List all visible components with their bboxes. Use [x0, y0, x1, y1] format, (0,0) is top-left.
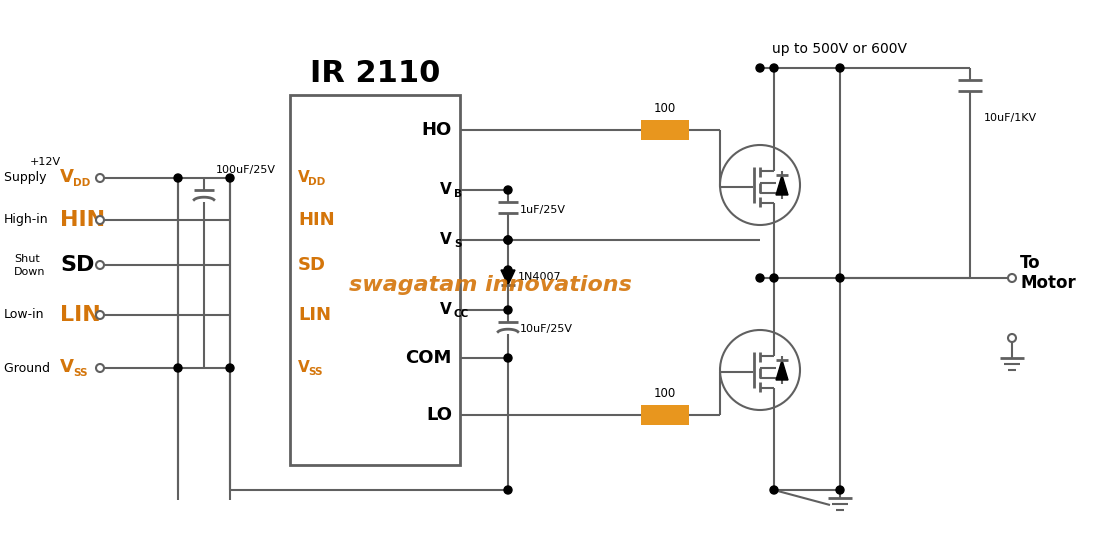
- Text: High-in: High-in: [4, 213, 49, 226]
- Text: 1N4007: 1N4007: [518, 272, 561, 282]
- Text: S: S: [455, 239, 461, 249]
- Text: Shut: Shut: [14, 254, 40, 264]
- Text: Ground: Ground: [4, 362, 53, 375]
- Text: V: V: [60, 168, 74, 186]
- Polygon shape: [776, 360, 788, 380]
- Text: IR 2110: IR 2110: [310, 59, 440, 88]
- Text: V: V: [299, 360, 310, 375]
- Circle shape: [174, 174, 182, 182]
- Circle shape: [836, 64, 844, 72]
- Circle shape: [836, 486, 844, 494]
- Text: V: V: [60, 358, 74, 376]
- Text: LO: LO: [426, 406, 452, 424]
- Text: V: V: [440, 302, 452, 317]
- Text: To: To: [1020, 254, 1040, 272]
- Text: HIN: HIN: [299, 211, 334, 229]
- Circle shape: [770, 64, 778, 72]
- Text: 10uF/1KV: 10uF/1KV: [984, 113, 1037, 123]
- Text: SD: SD: [299, 256, 326, 274]
- Text: Low-in: Low-in: [4, 309, 45, 322]
- Circle shape: [96, 216, 104, 224]
- Circle shape: [504, 186, 512, 194]
- Text: Down: Down: [14, 267, 46, 277]
- Circle shape: [1008, 274, 1016, 282]
- Text: COM: COM: [405, 349, 452, 367]
- Circle shape: [770, 486, 778, 494]
- Text: HIN: HIN: [60, 210, 105, 230]
- Circle shape: [96, 364, 104, 372]
- Text: Supply: Supply: [4, 172, 50, 184]
- Circle shape: [504, 306, 512, 314]
- Text: SD: SD: [60, 255, 95, 275]
- Circle shape: [96, 174, 104, 182]
- Text: +12V: +12V: [30, 157, 61, 167]
- Text: SS: SS: [307, 367, 322, 377]
- Bar: [290, 95, 460, 465]
- Text: B: B: [455, 189, 462, 199]
- Circle shape: [504, 236, 512, 244]
- Text: LIN: LIN: [299, 306, 331, 324]
- Circle shape: [1008, 334, 1016, 342]
- Text: 100uF/25V: 100uF/25V: [216, 165, 276, 175]
- Circle shape: [836, 274, 844, 282]
- Circle shape: [96, 311, 104, 319]
- Circle shape: [720, 330, 800, 410]
- Circle shape: [226, 364, 234, 372]
- Circle shape: [504, 354, 512, 362]
- Polygon shape: [776, 175, 788, 195]
- Text: DD: DD: [307, 177, 325, 187]
- Text: 100: 100: [654, 102, 676, 115]
- Text: V: V: [440, 232, 452, 247]
- Text: LIN: LIN: [60, 305, 100, 325]
- Circle shape: [504, 486, 512, 494]
- Text: swagatam innovations: swagatam innovations: [349, 275, 632, 295]
- Text: 100: 100: [654, 387, 676, 400]
- Text: up to 500V or 600V: up to 500V or 600V: [772, 42, 908, 56]
- Text: DD: DD: [74, 178, 90, 188]
- Text: HO: HO: [422, 121, 452, 139]
- Bar: [641, 120, 688, 140]
- Text: 10uF/25V: 10uF/25V: [520, 324, 573, 334]
- Circle shape: [96, 261, 104, 269]
- Text: Motor: Motor: [1020, 274, 1076, 292]
- Circle shape: [504, 236, 512, 244]
- Text: CC: CC: [455, 309, 469, 319]
- Circle shape: [504, 266, 512, 274]
- Circle shape: [226, 174, 234, 182]
- Polygon shape: [501, 270, 515, 285]
- Text: 1uF/25V: 1uF/25V: [520, 205, 566, 215]
- Circle shape: [720, 145, 800, 225]
- Text: V: V: [440, 183, 452, 197]
- Circle shape: [756, 64, 764, 72]
- Circle shape: [756, 274, 764, 282]
- Text: V: V: [299, 171, 310, 185]
- Text: SS: SS: [74, 368, 88, 378]
- Circle shape: [770, 274, 778, 282]
- Bar: [641, 405, 688, 425]
- Circle shape: [174, 364, 182, 372]
